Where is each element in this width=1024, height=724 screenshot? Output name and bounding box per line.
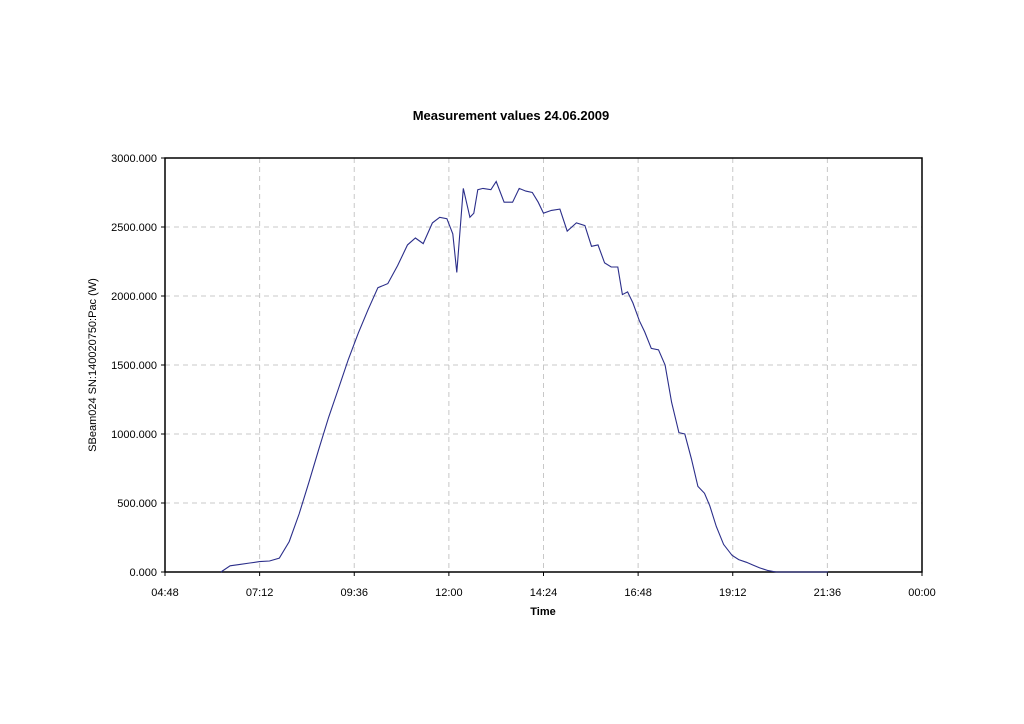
x-tick-label: 00:00 [908, 587, 936, 599]
grid [165, 158, 922, 572]
series-line-pac [220, 180, 828, 573]
x-tick-label: 04:48 [151, 587, 179, 599]
y-tick-label: 2500.000 [111, 222, 157, 234]
y-tick-label: 500.000 [117, 498, 157, 510]
y-tick-label: 3000.000 [111, 153, 157, 165]
x-tick-label: 21:36 [814, 587, 842, 599]
chart-title: Measurement values 24.06.2009 [413, 108, 610, 123]
x-tick-label: 07:12 [246, 587, 274, 599]
x-tick-label: 16:48 [624, 587, 652, 599]
y-axis: 0.000 500.000 1000.000 1500.000 2000.000 2500… [111, 153, 165, 579]
y-tick-label: 1500.000 [111, 360, 157, 372]
y-tick-label: 1000.000 [111, 429, 157, 441]
x-tick-label: 12:00 [435, 587, 463, 599]
x-axis: 04:48 07:12 09:36 12:00 14:24 16:48 19:12 21:36… [151, 572, 936, 599]
x-tick-label: 09:36 [340, 587, 368, 599]
y-tick-label: 2000.000 [111, 291, 157, 303]
y-tick-label: 0.000 [129, 567, 157, 579]
x-tick-label: 14:24 [530, 587, 558, 599]
y-axis-title: SBeam024 SN:140020750:Pac (W) [87, 278, 99, 452]
x-tick-label: 19:12 [719, 587, 747, 599]
x-axis-title: Time [530, 606, 555, 618]
